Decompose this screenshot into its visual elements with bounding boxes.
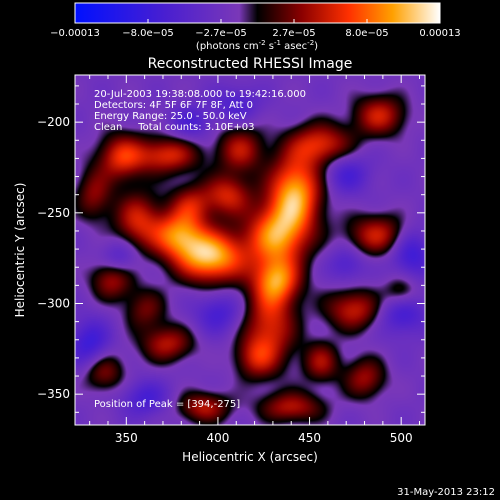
info-line-counts: Clean Total counts: 3.10E+03 [94, 122, 254, 133]
heatmap-image [75, 75, 425, 425]
footer-date: 31-May-2013 23:12 [397, 487, 495, 498]
peak-position-label: Position of Peak = [394,-275] [94, 399, 240, 410]
x-axis-label: Heliocentric X (arcsec) [182, 450, 318, 464]
colorbar-tick-label: −0.00013 [50, 28, 100, 39]
observation-info: 20-Jul-2003 19:38:08.000 to 19:42:16.000… [94, 89, 306, 133]
y-axis: −200 −250 −300 −350 [37, 85, 425, 413]
info-line-time: 20-Jul-2003 19:38:08.000 to 19:42:16.000 [94, 89, 306, 100]
x-tick-label: 400 [206, 431, 229, 445]
y-tick-label: −350 [37, 387, 70, 401]
colorbar-tick-label: 8.0e−05 [345, 28, 388, 39]
plot-frame [74, 74, 426, 426]
x-tick-label: 500 [390, 431, 413, 445]
y-tick-label: −250 [37, 206, 70, 220]
x-axis: 350 400 450 500 [89, 75, 421, 445]
colorbar-tick-label: 2.7e−05 [272, 28, 315, 39]
chart-title: Reconstructed RHESSI Image [148, 56, 353, 72]
x-tick-label: 350 [115, 431, 138, 445]
y-tick-label: −300 [37, 296, 70, 310]
colorbar-tick-label: −2.7e−05 [195, 28, 247, 39]
x-tick-label: 450 [298, 431, 321, 445]
info-line-detectors: Detectors: 4F 5F 6F 7F 8F, Att 0 [94, 100, 253, 111]
colorbar: −0.00013 −8.0e−05 −2.7e−05 2.7e−05 8.0e−05 0.… [50, 2, 461, 52]
colorbar-unit-label: (photons cm-2 s-1 asec-2) [196, 39, 318, 52]
y-tick-label: −200 [37, 115, 70, 129]
colorbar-tick-label: −8.0e−05 [122, 28, 174, 39]
info-line-energy: Energy Range: 25.0 - 50.0 keV [94, 111, 247, 122]
colorbar-gradient [74, 2, 441, 24]
colorbar-tick-label: 0.00013 [419, 28, 460, 39]
y-axis-label: Heliocentric Y (arcsec) [13, 183, 27, 318]
